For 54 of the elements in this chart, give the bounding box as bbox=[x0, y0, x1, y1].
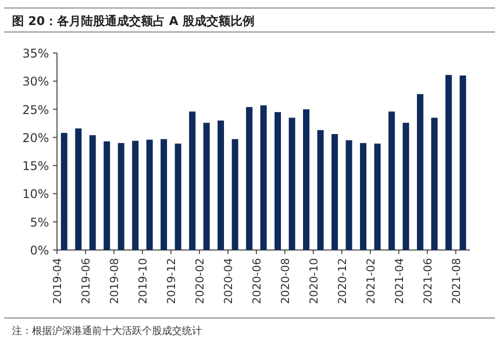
bar bbox=[118, 143, 124, 250]
x-tick-label: 2019-04 bbox=[51, 258, 64, 304]
x-tick-label: 2019-12 bbox=[164, 258, 178, 304]
bar bbox=[332, 134, 338, 250]
y-tick-label: 0% bbox=[30, 244, 49, 258]
bar bbox=[460, 76, 466, 250]
bar bbox=[317, 130, 324, 250]
y-tick-label: 30% bbox=[22, 74, 49, 89]
bar bbox=[218, 120, 224, 250]
bar bbox=[374, 144, 381, 250]
bar bbox=[160, 139, 168, 250]
bar bbox=[104, 141, 110, 250]
x-tick-label: 2019-08 bbox=[108, 258, 121, 304]
bar bbox=[75, 128, 82, 250]
y-tick-label: 25% bbox=[22, 102, 49, 117]
y-tick-label: 15% bbox=[22, 159, 49, 174]
bar bbox=[89, 135, 96, 250]
x-tick-label: 2020-04 bbox=[222, 258, 235, 304]
bar bbox=[431, 118, 438, 250]
bar bbox=[416, 94, 424, 250]
x-tick-label: 2021-08 bbox=[450, 258, 463, 304]
bar bbox=[360, 143, 366, 250]
bar bbox=[274, 112, 281, 250]
bar bbox=[445, 74, 452, 250]
bar bbox=[388, 112, 395, 250]
bar bbox=[146, 140, 153, 250]
bar bbox=[346, 140, 352, 250]
y-tick-label: 20% bbox=[22, 130, 49, 145]
x-tick-label: 2021-02 bbox=[364, 258, 378, 304]
x-tick-label: 2021-04 bbox=[392, 258, 406, 304]
x-tick-label: 2019-10 bbox=[136, 258, 150, 304]
bar bbox=[203, 122, 210, 250]
y-tick-label: 35% bbox=[22, 46, 49, 60]
bar bbox=[246, 107, 252, 250]
x-tick-label: 2020-02 bbox=[193, 258, 206, 304]
bar bbox=[132, 140, 139, 250]
x-tick-label: 2020-08 bbox=[278, 258, 292, 304]
chart-title: 图 20：各月陆股通成交额占 A 股成交额比例 bbox=[12, 14, 255, 28]
bar bbox=[232, 139, 238, 250]
bar bbox=[260, 105, 267, 250]
bar bbox=[402, 122, 410, 250]
x-tick-label: 2021-06 bbox=[421, 258, 434, 304]
y-tick-label: 5% bbox=[30, 215, 49, 230]
y-tick-label: 10% bbox=[22, 187, 49, 202]
text: 注：根据沪深港通前十大活跃个股成交统计 bbox=[12, 325, 202, 337]
x-tick-label: 2020-10 bbox=[307, 258, 320, 304]
x-tick-label: 2020-06 bbox=[250, 258, 264, 304]
x-tick-label: 2020-12 bbox=[336, 258, 349, 304]
x-tick-label: 2019-06 bbox=[79, 258, 92, 304]
bar bbox=[288, 118, 296, 250]
bar bbox=[189, 112, 196, 250]
bar bbox=[303, 109, 310, 250]
bar bbox=[174, 144, 182, 250]
bar bbox=[60, 132, 68, 250]
